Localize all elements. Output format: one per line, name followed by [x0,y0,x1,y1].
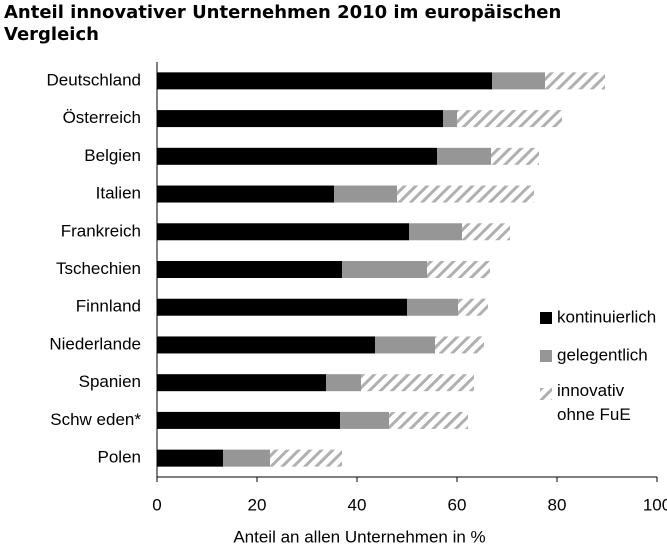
bar-segment [462,223,510,241]
x-tick-label: 80 [548,495,567,514]
legend-swatch [540,388,552,400]
legend-label: innovativ ohne FuE [557,381,631,424]
y-tick-label: Polen [98,448,141,467]
bar-segment [375,336,435,354]
bar-segment [157,72,492,90]
y-tick-label: Österreich [63,108,141,127]
y-tick-label: Belgien [84,146,141,165]
bar-segment [435,336,484,354]
bar-segment [157,223,409,241]
bar-segment [157,298,407,316]
bar-segment [270,449,342,467]
bar-segment [492,72,545,90]
y-tick-label: Schw eden* [50,410,141,429]
x-tick-label: 20 [248,495,267,514]
x-tick-label: 100 [643,495,667,514]
y-tick-label: Deutschland [46,70,141,89]
bar-segment [409,223,462,241]
bar-segment [157,185,334,203]
bar-segment [334,185,397,203]
legend-label: kontinuierlich [557,307,656,326]
bar-segment [157,374,326,392]
legend-swatch [540,312,552,324]
bar-segment [458,298,488,316]
bar-segment [157,411,340,429]
bar-segment [157,110,443,128]
bar-segment [443,110,457,128]
bar-segment [407,298,458,316]
bar-segment [340,411,389,429]
legend-swatch [540,350,552,362]
bar-segment [326,374,361,392]
x-tick-label: 0 [152,495,161,514]
x-axis-title: Anteil an allen Unternehmen in % [233,527,485,546]
chart-title: Anteil innovativer Unternehmen 2010 im e… [4,2,562,45]
bar-segment [437,147,491,165]
bar-segment [361,374,474,392]
bar-segment [397,185,534,203]
bar-segment [491,147,539,165]
bar-segment [457,110,562,128]
y-tick-label: Finnland [76,297,141,316]
bar-segment [342,261,427,278]
y-tick-label: Italien [96,184,141,203]
bar-segment [389,411,468,429]
legend-label: gelegentlich [557,345,648,364]
bar-segment [157,449,223,467]
bar-segment [157,336,375,354]
y-tick-label: Spanien [79,372,141,391]
bar-segment [157,261,342,278]
x-tick-label: 40 [348,495,367,514]
x-tick-label: 60 [448,495,467,514]
y-tick-label: Niederlande [49,334,141,353]
bar-segment [545,72,605,90]
y-tick-label: Tschechien [56,259,141,278]
bar-segment [427,261,490,278]
bar-segment [223,449,270,467]
bar-segment [157,147,437,165]
y-tick-label: Frankreich [61,221,141,240]
